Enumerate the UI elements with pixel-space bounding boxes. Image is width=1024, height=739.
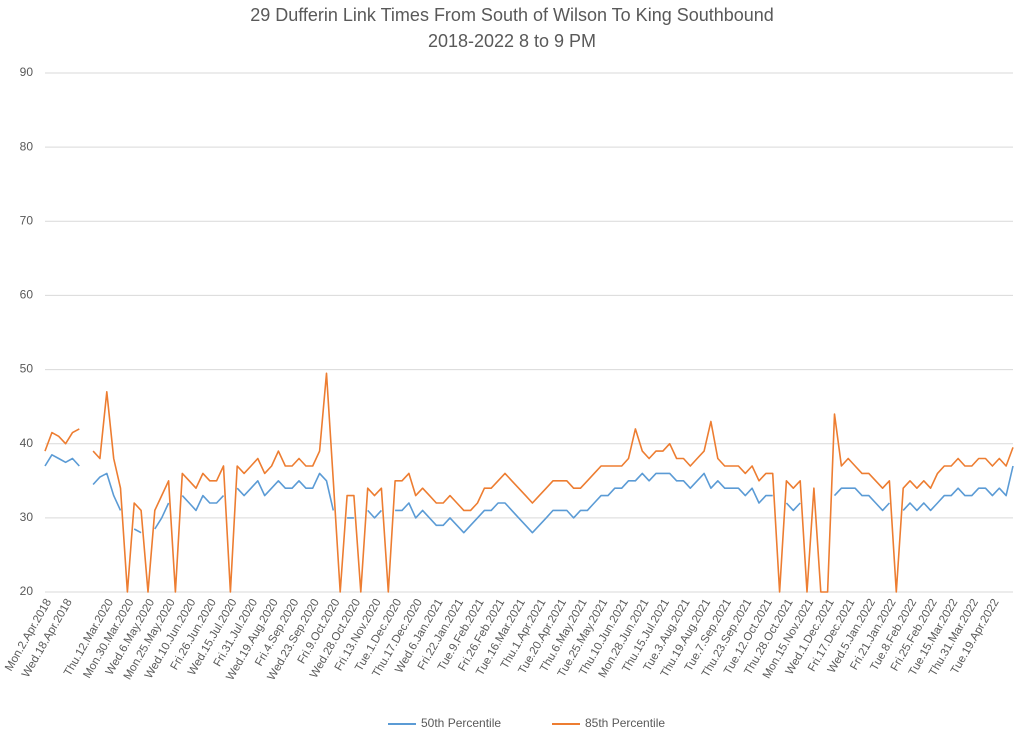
chart-subtitle: 2018-2022 8 to 9 PM — [428, 31, 596, 51]
legend-label: 50th Percentile — [421, 716, 501, 730]
y-tick-label: 30 — [20, 510, 34, 524]
y-tick-label: 40 — [20, 436, 34, 450]
y-tick-label: 70 — [20, 213, 34, 227]
chart-title: 29 Dufferin Link Times From South of Wil… — [250, 5, 774, 25]
y-tick-label: 90 — [20, 65, 34, 79]
y-tick-label: 50 — [20, 362, 34, 376]
y-tick-label: 80 — [20, 139, 34, 153]
y-tick-label: 60 — [20, 288, 34, 302]
line-series — [44, 372, 1014, 593]
legend-label: 85th Percentile — [585, 716, 665, 730]
y-tick-label: 20 — [20, 584, 34, 598]
line-series — [44, 454, 1014, 534]
